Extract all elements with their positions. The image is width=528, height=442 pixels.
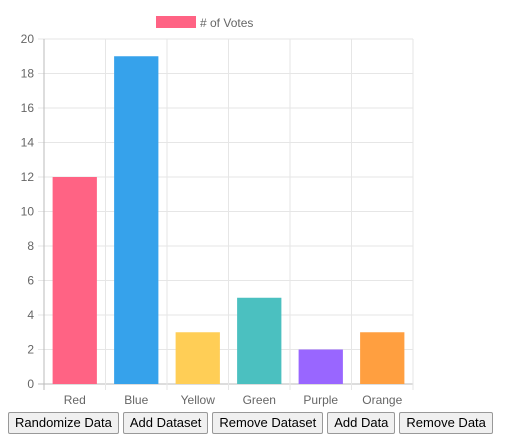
x-tick-label: Green xyxy=(243,393,276,407)
chart-bars xyxy=(52,56,405,385)
add-dataset-button[interactable]: Add Dataset xyxy=(122,412,209,434)
chart-grid xyxy=(38,38,414,390)
y-tick-label: 10 xyxy=(21,205,35,219)
x-tick-label: Purple xyxy=(303,393,338,407)
y-tick-label: 8 xyxy=(27,239,34,253)
add-data-button[interactable]: Add Data xyxy=(327,412,396,434)
bar-red[interactable] xyxy=(52,177,97,384)
y-axis-ticks: 0 2 4 6 8 10 12 14 16 18 20 xyxy=(21,32,35,391)
y-tick-label: 2 xyxy=(27,343,34,357)
y-tick-label: 18 xyxy=(21,67,35,81)
x-tick-label: Red xyxy=(64,393,86,407)
x-tick-label: Yellow xyxy=(181,393,216,407)
bar-green[interactable] xyxy=(237,297,282,384)
x-tick-label: Blue xyxy=(124,393,148,407)
chart-controls: Randomize Data Add Dataset Remove Datase… xyxy=(8,412,493,434)
y-tick-label: 20 xyxy=(21,32,35,46)
bar-orange[interactable] xyxy=(360,332,405,384)
remove-dataset-button[interactable]: Remove Dataset xyxy=(212,412,324,434)
remove-data-button[interactable]: Remove Data xyxy=(399,412,493,434)
bar-chart: # of Votes 0 2 4 6 8 10 12 14 16 18 20 Red Blue Yell… xyxy=(21,16,414,407)
chart-legend[interactable]: # of Votes xyxy=(156,16,253,30)
x-tick-label: Orange xyxy=(362,393,402,407)
y-tick-label: 14 xyxy=(21,136,35,150)
randomize-data-button[interactable]: Randomize Data xyxy=(8,412,119,434)
bar-blue[interactable] xyxy=(114,56,159,384)
y-tick-label: 12 xyxy=(21,170,35,184)
legend-swatch[interactable] xyxy=(156,16,196,28)
y-tick-label: 16 xyxy=(21,101,35,115)
y-tick-label: 0 xyxy=(27,377,34,391)
bar-yellow[interactable] xyxy=(175,332,220,384)
y-tick-label: 4 xyxy=(27,308,34,322)
x-axis-ticks: Red Blue Yellow Green Purple Orange xyxy=(64,393,403,407)
legend-label[interactable]: # of Votes xyxy=(200,16,253,30)
y-tick-label: 6 xyxy=(27,274,34,288)
bar-purple[interactable] xyxy=(298,349,343,385)
